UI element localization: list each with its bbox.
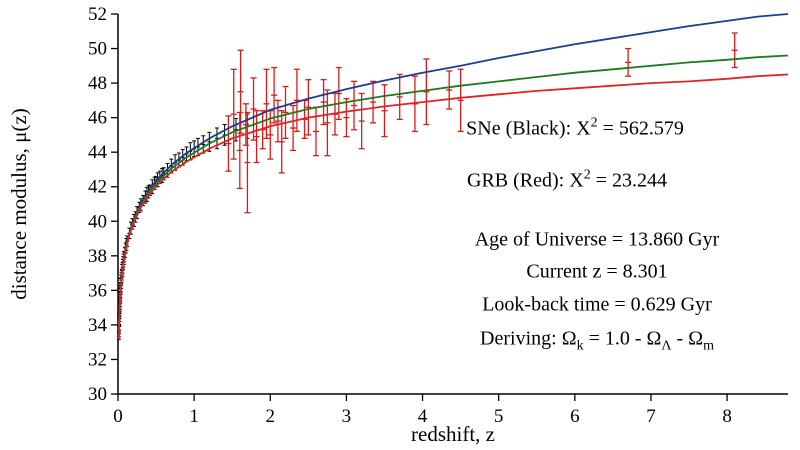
x-tick-label: 4	[418, 406, 428, 427]
curve-model-lower-red	[117, 73, 789, 340]
x-tick-label: 8	[722, 406, 732, 427]
x-tick-label: 7	[646, 406, 656, 427]
x-tick-label: 2	[266, 406, 276, 427]
y-tick-label: 48	[88, 73, 107, 94]
x-tick-label: 5	[494, 406, 504, 427]
y-tick-label: 46	[88, 108, 107, 129]
y-tick-label: 40	[88, 211, 107, 232]
y-tick-label: 34	[88, 315, 108, 336]
x-tick-label: 3	[342, 406, 352, 427]
y-tick-label: 36	[88, 280, 107, 301]
x-tick-label: 0	[113, 406, 123, 427]
y-tick-label: 38	[88, 246, 107, 267]
x-axis-label: redshift, z	[411, 422, 495, 446]
y-axis-label: distance modulus, μ(z)	[7, 108, 31, 299]
x-tick-label: 1	[189, 406, 199, 427]
y-tick-label: 44	[88, 142, 108, 163]
y-tick-label: 42	[88, 177, 107, 198]
y-tick-label: 30	[88, 384, 107, 405]
x-tick-label: 6	[570, 406, 580, 427]
y-tick-labels: 30 32 34 36 38 40 42 44 46 48 50 52	[88, 4, 118, 405]
grb-errorbars	[225, 32, 738, 214]
sne-errorbars	[116, 113, 250, 341]
y-tick-label: 32	[88, 349, 107, 370]
x-tick-labels: 0 1 2 3 4 5 6 7 8	[113, 394, 732, 427]
y-tick-label: 52	[88, 4, 107, 25]
y-tick-label: 50	[88, 39, 107, 60]
